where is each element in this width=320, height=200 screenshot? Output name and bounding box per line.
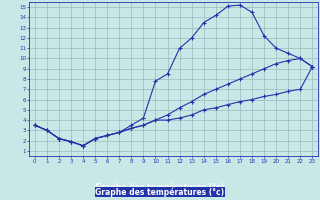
Text: Graphe des températures (°c): Graphe des températures (°c)	[95, 187, 225, 197]
Text: Graphe des températures (°c): Graphe des températures (°c)	[95, 182, 225, 192]
